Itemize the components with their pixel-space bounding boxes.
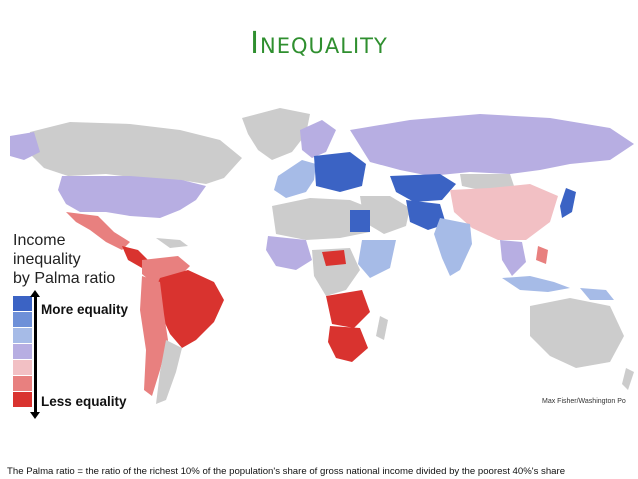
alaska [10, 132, 40, 160]
legend-swatch [13, 328, 32, 343]
legend-title-line: inequality [13, 251, 81, 268]
legend-more-equality: More equality [41, 302, 129, 317]
central-african-republic [322, 250, 346, 266]
canada [28, 122, 242, 184]
legend-title: Income inequality by Palma ratio [13, 231, 133, 288]
papua [580, 288, 614, 300]
western-europe [274, 160, 316, 198]
southeast-asia [500, 240, 526, 276]
middle-east [360, 196, 410, 234]
legend-swatches [13, 296, 32, 408]
central-africa [312, 248, 360, 296]
egypt [350, 210, 370, 232]
legend-swatch [13, 296, 32, 311]
argentina [156, 340, 182, 404]
eastern-europe [314, 152, 366, 192]
east-africa [358, 240, 396, 278]
footnote: The Palma ratio = the ratio of the riche… [7, 466, 566, 477]
greenland [242, 108, 310, 160]
mongolia [460, 174, 514, 190]
indonesia [502, 276, 570, 292]
legend-title-line: by Palma ratio [13, 270, 116, 287]
mexico [66, 212, 130, 250]
philippines [536, 246, 548, 264]
west-africa [266, 236, 312, 270]
legend-swatch [13, 376, 32, 391]
usa [58, 176, 206, 218]
australia [530, 298, 624, 368]
india [434, 218, 472, 276]
legend-swatch [13, 312, 32, 327]
legend-less-equality: Less equality [41, 394, 127, 409]
north-africa [272, 198, 370, 240]
southern-africa [328, 326, 368, 362]
western-south-america [140, 276, 168, 396]
new-zealand [622, 368, 634, 390]
legend-swatch [13, 344, 32, 359]
double-arrow-icon [30, 290, 40, 419]
map-credit: Max Fisher/Washington Po [542, 398, 626, 405]
kazakhstan [390, 174, 456, 202]
world-map [10, 108, 634, 404]
caribbean [156, 238, 188, 248]
iran-pakistan [406, 200, 446, 230]
japan [560, 188, 576, 218]
madagascar [376, 316, 388, 340]
russia [350, 114, 634, 176]
china [450, 184, 558, 240]
legend-swatch [13, 392, 32, 407]
scandinavia [300, 120, 336, 158]
legend-title-line: Income [13, 232, 66, 249]
slide-title: Inequality [250, 26, 388, 61]
brazil [152, 270, 224, 348]
legend-swatch [13, 360, 32, 375]
southern-central-africa [326, 290, 370, 328]
